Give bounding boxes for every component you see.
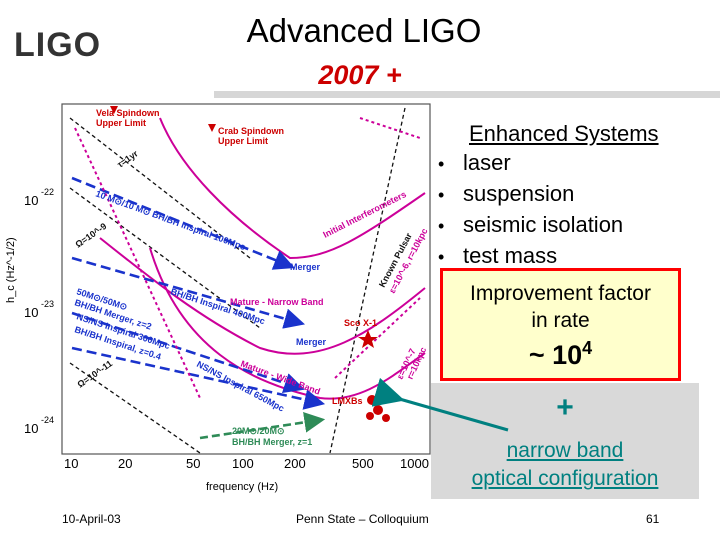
y-tick-label: 10 [24, 193, 38, 208]
vela-marker [110, 106, 118, 114]
bh20-label: 20M⊙/20M⊙ [232, 426, 285, 436]
y-axis-label: h_c (Hz^-1/2) [5, 237, 17, 303]
mature-nb-label: Mature - Narrow Band [230, 297, 324, 307]
sco-x1-marker [358, 330, 378, 348]
logo-text: LIGO [14, 26, 101, 62]
narrow-band-link[interactable]: narrow band optical configuration [471, 439, 659, 490]
enhanced-systems-title: Enhanced Systems [469, 121, 659, 146]
vela-label: Upper Limit [96, 118, 146, 128]
ligo-logo: LIGO [14, 26, 101, 62]
footer-center: Penn State – Colloquium [296, 512, 429, 526]
sensitivity-plot: 10 -22 10 -23 10 -24 h_c (Hz^-1/2) 10 20… [5, 103, 431, 493]
x-axis-label: frequency (Hz) [206, 481, 278, 493]
y-axis: 10 -22 10 -23 10 -24 [24, 187, 54, 436]
y-tick-exponent: -22 [41, 187, 54, 197]
x-tick-label: 200 [284, 456, 306, 471]
y-tick-exponent: -23 [41, 299, 54, 309]
improvement-value: ~ 104 [528, 338, 593, 370]
improvement-callout: Improvement factor in rate ~ 104 [440, 268, 681, 381]
x-tick-label: 10 [64, 456, 78, 471]
enhanced-systems-list: laser suspension seismic isolation test … [438, 148, 623, 272]
list-item: suspension [438, 179, 623, 210]
x-axis: 10 20 50 100 200 500 1000 [64, 456, 429, 471]
crab-marker [208, 124, 216, 132]
slide-title: Advanced LIGO [246, 12, 482, 49]
x-tick-label: 1000 [400, 456, 429, 471]
crab-label: Upper Limit [218, 136, 268, 146]
y-tick-exponent: -24 [41, 415, 54, 425]
callout-arrow [371, 377, 509, 432]
plot-frame [61, 103, 431, 455]
page-number: 61 [646, 512, 660, 526]
improvement-text: Improvement factor in rate [470, 282, 651, 332]
x-tick-label: 50 [186, 456, 200, 471]
list-item: test mass [438, 241, 623, 272]
x-tick-label: 500 [352, 456, 374, 471]
pulsar-lines [74, 117, 421, 399]
x-tick-label: 20 [118, 456, 132, 471]
x-tick-label: 100 [232, 456, 254, 471]
footer-date: 10-April-03 [62, 512, 121, 526]
omega-lines [69, 107, 406, 454]
y-tick-label: 10 [24, 421, 38, 436]
advanced-nb-curve [99, 237, 426, 355]
crab-label: Crab Spindown [218, 126, 284, 136]
merger-label: Merger [290, 262, 321, 272]
bh-merger-z1-line [199, 412, 326, 440]
inspiral-lines [71, 176, 326, 410]
bh20-label: BH/BH Merger, z=1 [232, 437, 312, 447]
merger-label: Merger [296, 337, 327, 347]
header-divider [214, 91, 720, 98]
vela-label: Vela Spindown [96, 108, 160, 118]
list-item: laser [438, 148, 623, 179]
narrow-band-callout: + narrow band optical configuration [431, 383, 699, 499]
slide-subtitle: 2007 + [318, 60, 402, 90]
y-tick-label: 10 [24, 305, 38, 320]
plus-sign: + [556, 391, 574, 424]
sco-x1-label: Sco X-1 [344, 318, 377, 328]
list-item: seismic isolation [438, 210, 623, 241]
lmxbs-label: LMXBs [332, 396, 363, 406]
